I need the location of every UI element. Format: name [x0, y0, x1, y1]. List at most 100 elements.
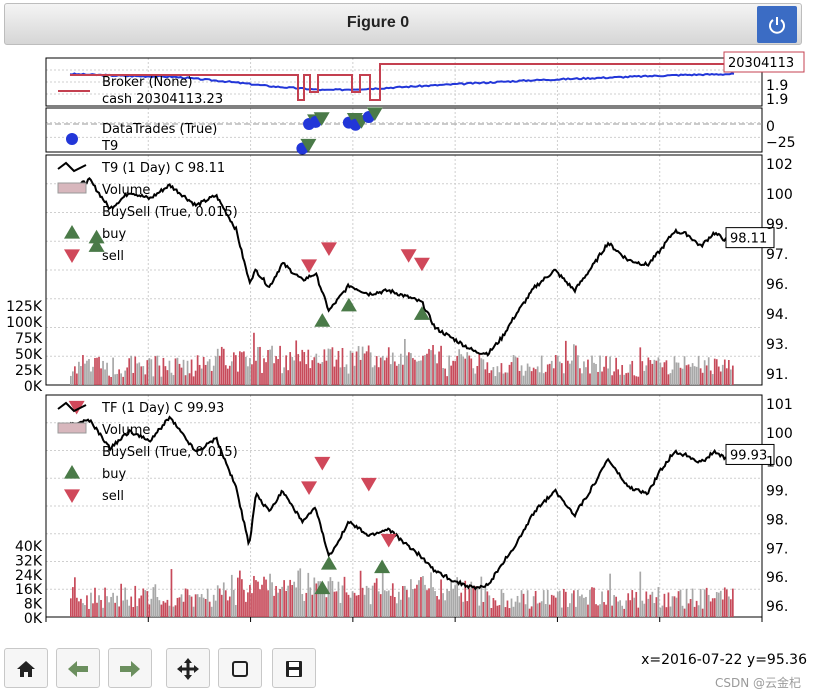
volume-bar	[542, 373, 545, 385]
volume-bar	[498, 372, 501, 385]
volume-bar	[387, 590, 390, 617]
volume-bar	[224, 365, 227, 385]
volume-bar	[544, 371, 547, 385]
volume-bar	[516, 595, 519, 617]
volume-bar	[311, 594, 314, 617]
volume-bar	[377, 591, 380, 617]
home-button[interactable]	[4, 648, 48, 688]
volume-bar	[112, 357, 114, 385]
volume-bar	[297, 570, 300, 617]
volume-bar	[695, 600, 698, 617]
volume-bar	[707, 594, 710, 617]
volume-bar	[317, 362, 320, 385]
zoom-button[interactable]	[218, 648, 262, 688]
volume-bar	[631, 360, 634, 385]
y-tick-label: 91.	[766, 367, 788, 383]
volume-bar	[170, 569, 173, 617]
volume-bar	[587, 359, 589, 385]
volume-bar	[309, 587, 312, 617]
volume-bar	[138, 598, 141, 617]
volume-bar	[237, 371, 239, 385]
volume-bar	[601, 371, 603, 385]
forward-button[interactable]	[108, 648, 152, 688]
volume-bar	[150, 598, 153, 617]
volume-bar	[94, 357, 96, 385]
volume-bar	[70, 375, 72, 385]
volume-bar	[208, 601, 211, 617]
volume-bar	[717, 366, 720, 385]
volume-bar	[158, 600, 161, 617]
volume-bar	[331, 347, 334, 385]
volume-bar	[514, 356, 517, 385]
back-button[interactable]	[56, 648, 100, 688]
volume-bar	[295, 340, 298, 385]
volume-bar	[247, 592, 249, 617]
volume-bar	[202, 356, 205, 385]
volume-bar	[556, 591, 559, 617]
volume-bar	[114, 374, 116, 385]
volume-bar	[599, 604, 601, 617]
volume-bar	[289, 352, 292, 385]
volume-bar	[715, 592, 718, 617]
volume-bar	[593, 362, 595, 385]
volume-bar	[140, 366, 143, 385]
volume-bar	[617, 601, 619, 617]
volume-bar	[216, 348, 219, 385]
volume-bar	[577, 589, 579, 617]
volume-bar	[691, 363, 694, 385]
volume-bar	[232, 589, 235, 617]
volume-bar	[102, 607, 104, 617]
volume-bar	[404, 338, 406, 385]
volume-bar	[176, 357, 179, 385]
volume-bar	[436, 595, 438, 617]
sell-marker	[301, 481, 318, 495]
volume-bar	[406, 355, 408, 385]
volume-bar	[482, 601, 485, 617]
volume-bar	[383, 590, 386, 617]
volume-bar	[480, 576, 483, 617]
volume-bar	[414, 359, 416, 385]
volume-bar	[174, 358, 177, 385]
volume-bar	[464, 358, 467, 385]
legend-label: Volume	[102, 183, 150, 198]
volume-bar	[351, 352, 354, 385]
volume-bar	[222, 348, 225, 385]
volume-bar	[116, 373, 118, 385]
volume-bar	[200, 594, 203, 617]
volume-bar	[174, 605, 177, 617]
volume-bar	[391, 352, 394, 385]
volume-bar	[687, 364, 690, 385]
save-button[interactable]	[272, 648, 316, 688]
volume-bar	[717, 592, 720, 617]
volume-bar	[367, 345, 370, 385]
volume-bar	[486, 362, 489, 385]
y-tick-label: 100	[766, 455, 793, 471]
volume-bar	[319, 363, 322, 385]
volume-bar	[361, 346, 364, 385]
last-value-box	[725, 443, 775, 465]
volume-bar	[727, 360, 730, 385]
volume-bar	[275, 356, 277, 385]
volume-bar	[327, 581, 330, 617]
volume-bar	[243, 351, 245, 385]
volume-bar	[84, 605, 86, 617]
window-titlebar: Figure 0	[4, 3, 802, 45]
volume-bar	[287, 585, 290, 617]
volume-bar	[100, 599, 102, 617]
volume-bar	[194, 594, 197, 617]
volume-bar	[232, 352, 235, 385]
power-button[interactable]	[757, 6, 797, 43]
volume-bar	[196, 355, 199, 385]
volume-bar	[132, 607, 135, 617]
volume-bar	[377, 367, 380, 385]
volume-bar	[617, 369, 619, 385]
volume-bar	[172, 375, 175, 385]
volume-bar	[581, 373, 583, 385]
volume-tick-label: 100K	[6, 315, 43, 331]
volume-bar	[643, 603, 646, 617]
volume-bar	[106, 362, 108, 385]
volume-bar	[333, 591, 336, 617]
volume-bar	[504, 372, 507, 385]
volume-bar	[341, 347, 344, 385]
pan-button[interactable]	[166, 648, 210, 688]
